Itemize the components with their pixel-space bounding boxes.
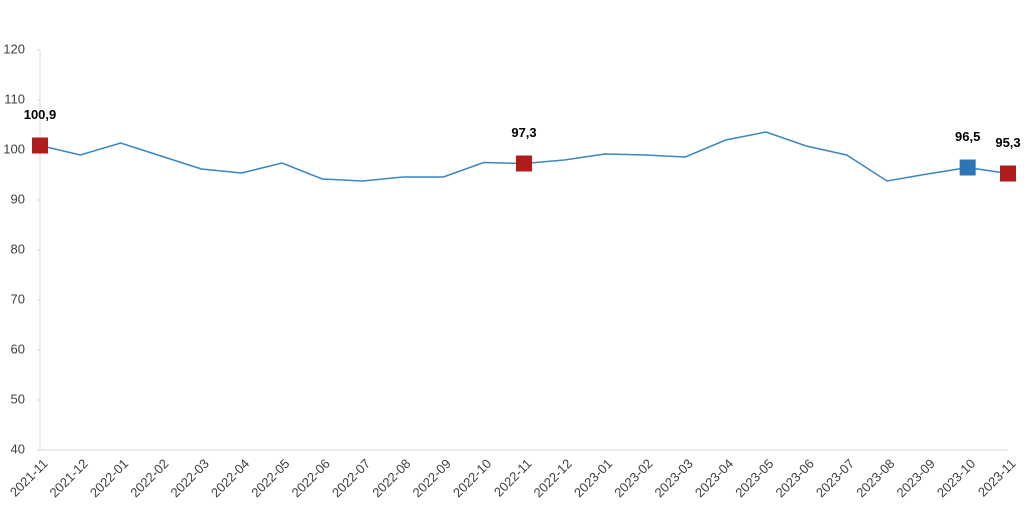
- x-tick-label: 2022-02: [127, 456, 171, 500]
- x-tick-label: 2023-06: [773, 456, 817, 500]
- value-label: 97,3: [511, 125, 536, 140]
- x-tick-label: 2021-12: [47, 456, 91, 500]
- x-tick-label: 2023-04: [692, 456, 736, 500]
- x-tick-label: 2022-08: [369, 456, 413, 500]
- x-tick-label: 2022-06: [289, 456, 333, 500]
- x-tick-label: 2022-01: [87, 456, 131, 500]
- x-tick-label: 2021-11: [7, 456, 51, 500]
- y-tick-label: 70: [11, 291, 25, 306]
- x-tick-label: 2022-07: [329, 456, 373, 500]
- x-tick-label: 2023-02: [611, 456, 655, 500]
- y-tick-label: 90: [11, 191, 25, 206]
- value-label: 96,5: [955, 129, 980, 144]
- marker: [959, 159, 976, 176]
- y-tick-label: 110: [4, 91, 25, 106]
- value-label: 95,3: [995, 135, 1020, 150]
- marker: [32, 137, 48, 154]
- x-tick-label: 2023-01: [571, 456, 615, 500]
- x-tick-label: 2023-11: [975, 456, 1019, 500]
- x-tick-label: 2022-05: [248, 456, 292, 500]
- x-tick-label: 2022-04: [208, 456, 252, 500]
- y-tick-label: 40: [11, 441, 25, 456]
- y-tick-label: 50: [11, 391, 25, 406]
- x-tick-label: 2023-07: [813, 456, 857, 500]
- x-tick-label: 2023-08: [853, 456, 897, 500]
- x-tick-label: 2022-11: [491, 456, 535, 500]
- x-tick-label: 2022-09: [410, 456, 454, 500]
- x-tick-label: 2022-12: [531, 456, 575, 500]
- marker: [1000, 165, 1016, 182]
- y-tick-label: 80: [11, 241, 25, 256]
- y-tick-label: 100: [3, 141, 25, 156]
- x-tick-label: 2023-05: [732, 456, 776, 500]
- y-tick-label: 60: [11, 341, 25, 356]
- x-tick-label: 2023-10: [934, 456, 978, 500]
- y-tick-label: 120: [3, 41, 25, 56]
- x-tick-label: 2022-03: [168, 456, 212, 500]
- x-tick-label: 2023-03: [652, 456, 696, 500]
- value-label: 100,9: [24, 107, 57, 122]
- marker: [516, 155, 532, 172]
- x-tick-label: 2023-09: [894, 456, 938, 500]
- x-tick-label: 2022-10: [450, 456, 494, 500]
